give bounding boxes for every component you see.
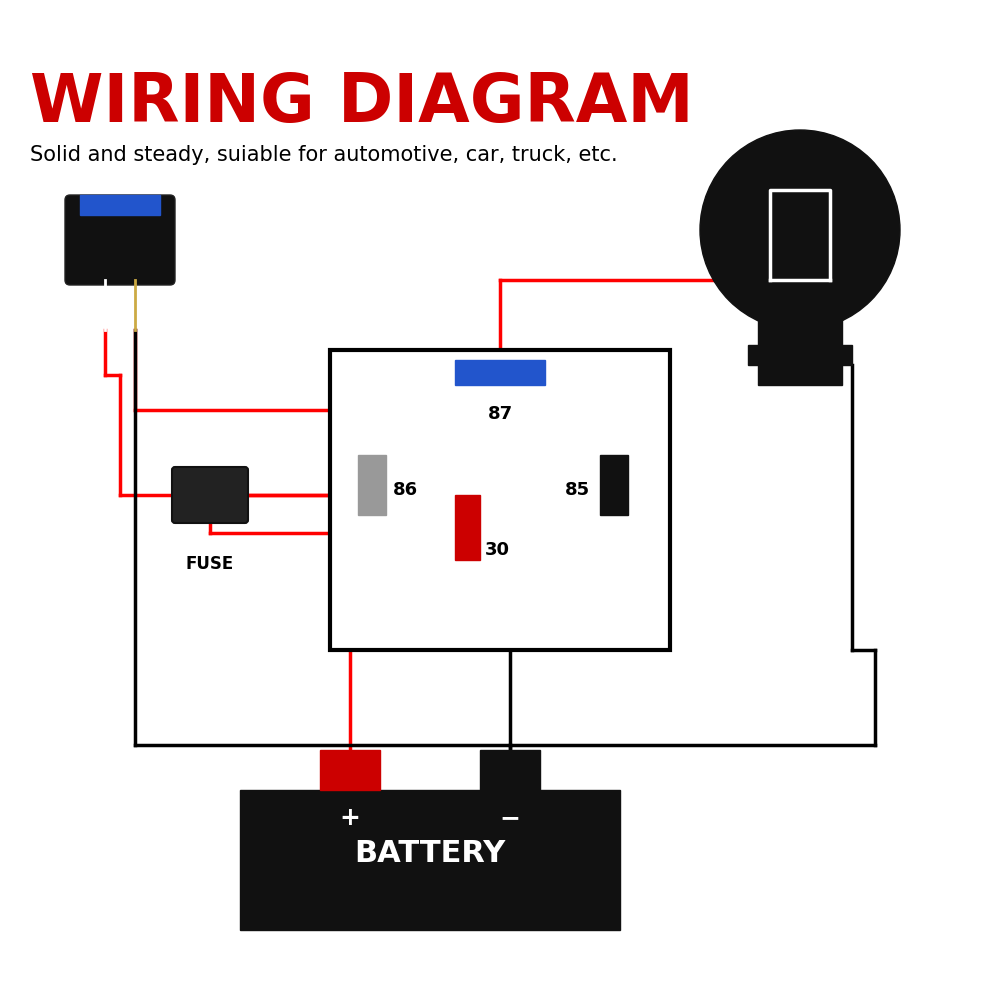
Text: Solid and steady, suiable for automotive, car, truck, etc.: Solid and steady, suiable for automotive…: [30, 145, 618, 165]
Bar: [758, 290, 842, 350]
Text: BATTERY: BATTERY: [354, 838, 506, 867]
Bar: [480, 750, 540, 790]
Text: −: −: [500, 806, 520, 830]
Bar: [455, 495, 480, 560]
Bar: [748, 345, 852, 365]
Bar: [358, 455, 386, 515]
Text: +: +: [340, 806, 360, 830]
Text: 86: 86: [393, 481, 418, 499]
Text: 30: 30: [485, 541, 510, 559]
FancyBboxPatch shape: [65, 195, 175, 285]
Text: 85: 85: [565, 481, 590, 499]
Bar: [330, 350, 670, 650]
Text: FUSE: FUSE: [186, 555, 234, 573]
FancyBboxPatch shape: [172, 467, 248, 523]
Circle shape: [700, 130, 900, 330]
Bar: [240, 790, 620, 930]
Bar: [758, 360, 842, 385]
Text: WIRING DIAGRAM: WIRING DIAGRAM: [30, 70, 694, 136]
Bar: [80, 195, 160, 215]
Bar: [600, 455, 628, 515]
Bar: [320, 750, 380, 790]
Text: 87: 87: [487, 405, 513, 423]
Bar: [455, 360, 545, 385]
